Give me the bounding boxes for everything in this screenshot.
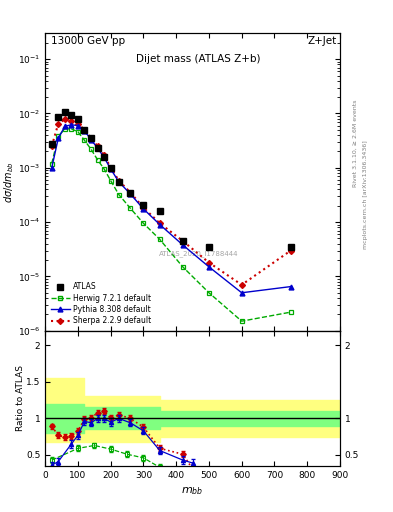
Sherpa 2.2.9 default (75, 121, 80, 127)
Sherpa 2.2.9 default (82, 127, 87, 133)
Y-axis label: Ratio to ATLAS: Ratio to ATLAS (16, 366, 25, 431)
Herwig 7.2.1 default (239, 318, 244, 324)
Sherpa 2.2.9 default (50, 143, 54, 150)
Herwig 7.2.1 default (62, 126, 67, 132)
Sherpa 2.2.9 default (288, 247, 293, 253)
Text: mcplots.cern.ch [arXiv:1306.3436]: mcplots.cern.ch [arXiv:1306.3436] (363, 140, 368, 249)
Herwig 7.2.1 default (82, 137, 87, 143)
Pythia 8.308 default (108, 166, 113, 172)
Line: Sherpa 2.2.9 default: Sherpa 2.2.9 default (50, 117, 293, 287)
Herwig 7.2.1 default (128, 205, 133, 211)
Sherpa 2.2.9 default (69, 118, 74, 124)
Pythia 8.308 default (102, 155, 107, 161)
Y-axis label: $d\sigma/dm_{bb}$: $d\sigma/dm_{bb}$ (3, 161, 17, 203)
Pythia 8.308 default (56, 135, 61, 141)
Text: Dijet mass (ATLAS Z+b): Dijet mass (ATLAS Z+b) (136, 54, 261, 64)
Sherpa 2.2.9 default (141, 204, 146, 210)
Legend: ATLAS, Herwig 7.2.1 default, Pythia 8.308 default, Sherpa 2.2.9 default: ATLAS, Herwig 7.2.1 default, Pythia 8.30… (49, 281, 152, 327)
Line: ATLAS: ATLAS (49, 110, 294, 250)
Text: Z+Jet: Z+Jet (308, 36, 337, 46)
Text: 13000 GeV pp: 13000 GeV pp (51, 36, 125, 46)
Sherpa 2.2.9 default (207, 260, 211, 266)
ATLAS (141, 202, 146, 208)
Pythia 8.308 default (50, 165, 54, 171)
ATLAS (95, 145, 100, 151)
Pythia 8.308 default (158, 222, 162, 228)
Pythia 8.308 default (82, 127, 87, 134)
Herwig 7.2.1 default (116, 191, 121, 198)
Herwig 7.2.1 default (89, 146, 94, 152)
Herwig 7.2.1 default (50, 160, 54, 166)
Pythia 8.308 default (239, 290, 244, 296)
ATLAS (62, 109, 67, 115)
Pythia 8.308 default (180, 242, 185, 248)
Sherpa 2.2.9 default (116, 178, 121, 184)
Herwig 7.2.1 default (158, 237, 162, 243)
Herwig 7.2.1 default (180, 264, 185, 270)
Sherpa 2.2.9 default (102, 152, 107, 158)
ATLAS (128, 189, 133, 196)
ATLAS (102, 155, 107, 161)
Herwig 7.2.1 default (288, 309, 293, 315)
ATLAS (89, 135, 94, 141)
ATLAS (108, 165, 113, 171)
Text: Rivet 3.1.10, ≥ 2.6M events: Rivet 3.1.10, ≥ 2.6M events (353, 100, 358, 187)
Pythia 8.308 default (69, 122, 74, 128)
Sherpa 2.2.9 default (239, 282, 244, 288)
Pythia 8.308 default (128, 191, 133, 197)
Sherpa 2.2.9 default (56, 121, 61, 127)
Sherpa 2.2.9 default (95, 143, 100, 150)
Herwig 7.2.1 default (207, 290, 211, 296)
Line: Herwig 7.2.1 default: Herwig 7.2.1 default (49, 126, 293, 324)
Herwig 7.2.1 default (56, 133, 61, 139)
Pythia 8.308 default (95, 145, 100, 151)
Herwig 7.2.1 default (141, 220, 146, 226)
Sherpa 2.2.9 default (62, 116, 67, 122)
Pythia 8.308 default (141, 206, 146, 212)
ATLAS (158, 208, 162, 214)
Pythia 8.308 default (75, 122, 80, 129)
ATLAS (82, 127, 87, 133)
Line: Pythia 8.308 default: Pythia 8.308 default (49, 122, 293, 295)
ATLAS (288, 244, 293, 250)
Pythia 8.308 default (89, 137, 94, 143)
Sherpa 2.2.9 default (128, 189, 133, 196)
ATLAS (50, 140, 54, 146)
ATLAS (207, 244, 211, 250)
ATLAS (116, 179, 121, 185)
ATLAS (69, 112, 74, 118)
Herwig 7.2.1 default (75, 129, 80, 135)
Herwig 7.2.1 default (108, 178, 113, 184)
Pythia 8.308 default (288, 284, 293, 290)
Sherpa 2.2.9 default (180, 238, 185, 244)
X-axis label: $m_{bb}$: $m_{bb}$ (182, 485, 204, 497)
Pythia 8.308 default (207, 264, 211, 270)
ATLAS (56, 114, 61, 120)
Sherpa 2.2.9 default (89, 135, 94, 141)
ATLAS (75, 116, 80, 122)
Sherpa 2.2.9 default (158, 220, 162, 226)
Pythia 8.308 default (116, 179, 121, 185)
Herwig 7.2.1 default (102, 166, 107, 172)
Text: ATLAS_2020_I1788444: ATLAS_2020_I1788444 (159, 250, 238, 257)
ATLAS (180, 238, 185, 244)
Herwig 7.2.1 default (69, 126, 74, 132)
Pythia 8.308 default (62, 123, 67, 130)
Herwig 7.2.1 default (95, 157, 100, 163)
Sherpa 2.2.9 default (108, 165, 113, 171)
